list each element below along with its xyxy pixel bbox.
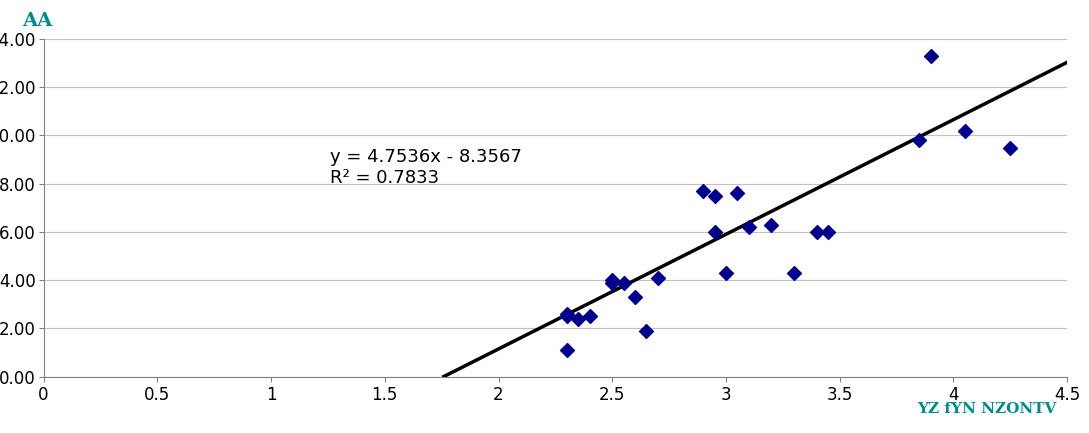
Point — [638, 327, 656, 334]
Point — [762, 221, 780, 228]
Point — [558, 313, 575, 320]
Point — [580, 313, 598, 320]
Point — [558, 347, 575, 354]
Point — [910, 137, 928, 144]
Point — [785, 269, 803, 276]
Point — [718, 269, 735, 276]
Point — [603, 277, 621, 284]
Point — [558, 310, 575, 317]
Point — [741, 224, 758, 231]
Point — [922, 52, 940, 59]
Point — [615, 279, 633, 286]
Point — [570, 315, 587, 322]
Point — [1002, 144, 1019, 151]
Point — [956, 127, 974, 134]
Point — [729, 190, 746, 197]
Point — [695, 187, 712, 194]
Point — [649, 275, 666, 281]
Point — [603, 279, 621, 286]
Point — [626, 294, 644, 301]
Text: AA: AA — [22, 12, 52, 30]
Point — [706, 229, 723, 236]
Point — [808, 229, 825, 236]
Text: YZ fYN NZONTV: YZ fYN NZONTV — [917, 402, 1056, 416]
Point — [706, 192, 723, 199]
Point — [820, 229, 837, 236]
Text: y = 4.7536x - 8.3567
R² = 0.7833: y = 4.7536x - 8.3567 R² = 0.7833 — [330, 148, 522, 187]
